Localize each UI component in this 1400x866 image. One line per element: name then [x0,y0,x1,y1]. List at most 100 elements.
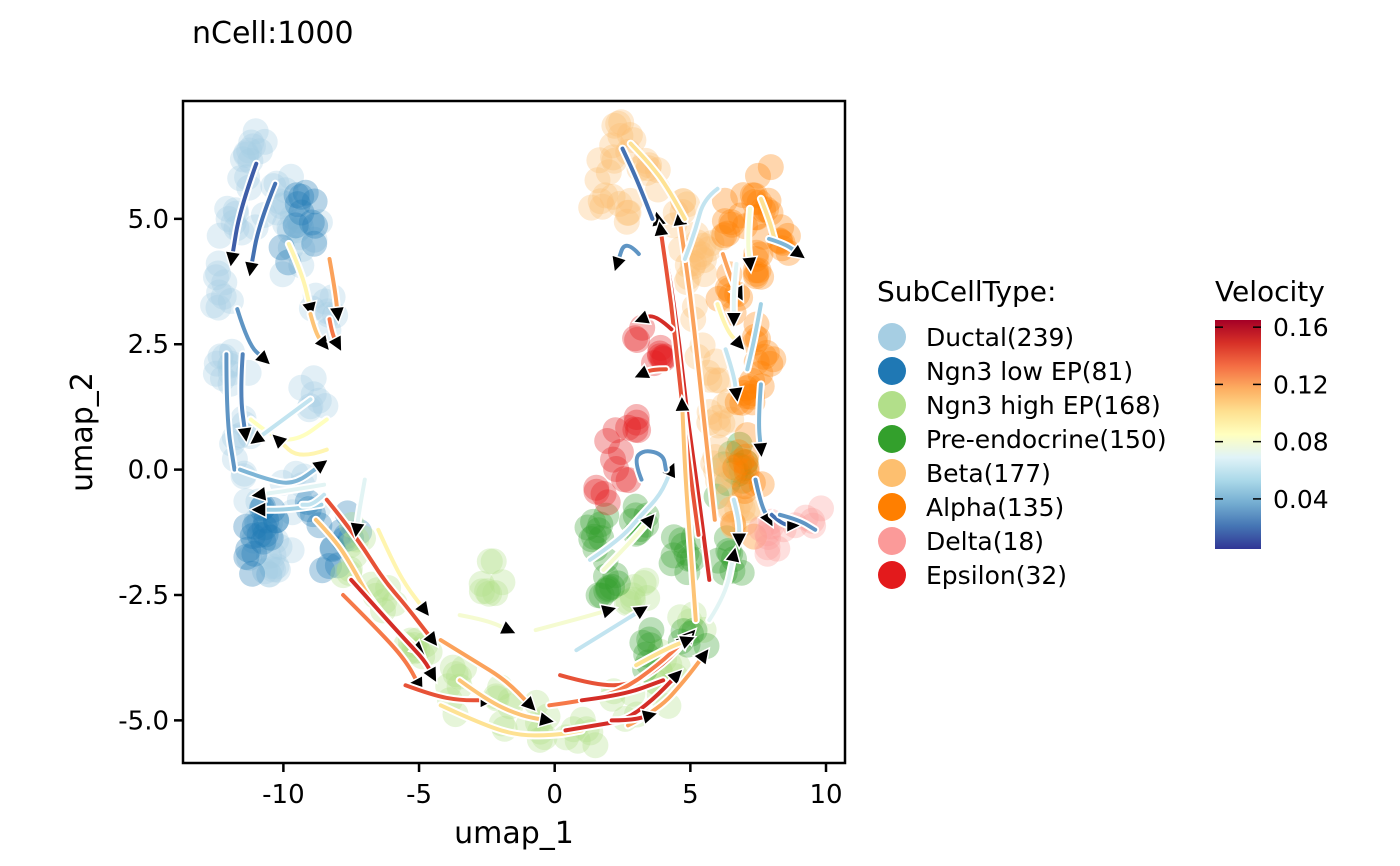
cell-point-pre-endocrine [593,577,620,604]
x-tick-label: -10 [262,780,304,810]
colorbar-title: Velocity [1215,275,1325,308]
cell-point-ductal [264,556,291,583]
cell-point-pre-endocrine [638,617,665,644]
streamline [680,402,698,623]
legend-label: Ngn3 high EP(168) [926,391,1161,420]
cell-point-ngn3-low-ep [292,179,319,206]
velocity-arrowhead [676,634,698,652]
cell-point-ductal [260,556,287,583]
cell-point-alpha [711,187,738,214]
cell-point-epsilon [600,446,626,473]
velocity-arrowhead [518,693,538,714]
cell-point-ductal [301,226,328,253]
cell-point-epsilon [610,466,637,493]
streamline [438,703,584,738]
cell-point-pre-endocrine [599,573,625,600]
cell-point-ductal [256,543,282,570]
cell-point-alpha [730,182,757,209]
cell-point-alpha [718,209,745,236]
streamline [579,678,666,703]
cell-point-ductal [256,561,283,588]
cell-point-ngn3-low-ep [239,560,266,587]
cell-point-ngn3-low-ep [298,209,325,236]
cell-point-epsilon [622,325,649,352]
streamline [438,638,533,708]
cell-point-ngn3-high-ep [634,585,661,611]
streamline [286,241,313,312]
velocity-arrowhead [652,218,671,238]
cell-point-ductal [240,527,267,554]
streamline [767,236,801,256]
legend-swatch [878,459,906,487]
cell-point-ductal [256,523,283,550]
cell-point-alpha [718,211,745,238]
cell-point-ngn3-high-ep [468,570,495,597]
streamline [777,512,818,532]
cell-point-beta [605,110,632,137]
cell-point-ductal [210,283,237,310]
cell-point-epsilon [622,416,649,443]
legend-swatch [878,493,906,521]
streamline [601,517,652,572]
cell-point-ductal [276,215,303,241]
cell-point-ngn3-low-ep [235,536,262,563]
cell-point-ngn3-low-ep [316,553,343,579]
cell-point-beta [688,241,715,268]
cell-point-alpha [757,350,784,377]
streamline [229,161,259,261]
legend-label: Ngn3 low EP(81) [926,357,1133,386]
streamline [753,477,771,522]
cell-point-ngn3-high-ep [468,578,495,605]
cell-point-beta [617,187,644,214]
cell-point-pre-endocrine [595,576,622,603]
cell-point-ngn3-low-ep [246,521,273,548]
cell-point-alpha [722,454,749,481]
cell-point-pre-endocrine [580,523,607,550]
cell-point-ductal [229,146,256,173]
cell-point-ductal [278,163,304,190]
cell-point-beta [702,348,729,375]
colorbar-gradient [1215,320,1261,549]
cell-point-ngn3-low-ep [288,183,315,210]
velocity-streamlines-layer [222,139,820,740]
cell-point-epsilon [623,409,650,436]
cell-point-ductal [233,141,260,168]
cell-point-ngn3-high-ep [435,673,462,700]
streamline [628,141,687,221]
cell-point-delta [764,535,791,562]
cell-point-beta [703,367,730,394]
cell-point-epsilon [583,478,610,505]
cell-point-ductal [202,360,229,387]
cell-point-beta [578,194,605,221]
velocity-arrowhead [325,333,343,354]
cell-point-beta [615,199,642,226]
cell-point-pre-endocrine [578,526,605,553]
streamline [248,181,278,271]
cell-point-ductal [269,261,296,288]
plot-panel-border [181,99,847,765]
cell-point-beta [592,182,619,209]
subcelltype-legend: SubCellType: Ductal(239) Ngn3 low EP(81) N… [877,275,1167,590]
cell-point-beta [718,406,745,433]
cell-point-beta [715,462,742,489]
cell-point-delta [754,534,781,561]
cell-point-ductal [214,195,241,222]
cell-point-ngn3-low-ep [233,544,260,570]
cell-point-ngn3-low-ep [301,230,328,257]
legend-label: Ductal(239) [926,323,1074,352]
streamline [723,347,739,397]
cell-point-alpha [757,154,784,181]
cell-point-ductal [306,209,333,236]
cell-point-beta [735,494,762,521]
cell-point-alpha [733,443,760,470]
cell-point-epsilon [603,456,630,482]
velocity-arrowhead [673,393,692,413]
velocity-arrowhead [637,511,657,532]
cell-point-epsilon [607,439,634,465]
legend-label: Epsilon(32) [926,561,1067,590]
y-axis-label: umap_2 [65,372,100,492]
velocity-arrowhead [412,598,431,619]
cell-point-beta [599,132,626,159]
streamline [620,146,655,221]
cell-point-ductal [205,294,232,321]
